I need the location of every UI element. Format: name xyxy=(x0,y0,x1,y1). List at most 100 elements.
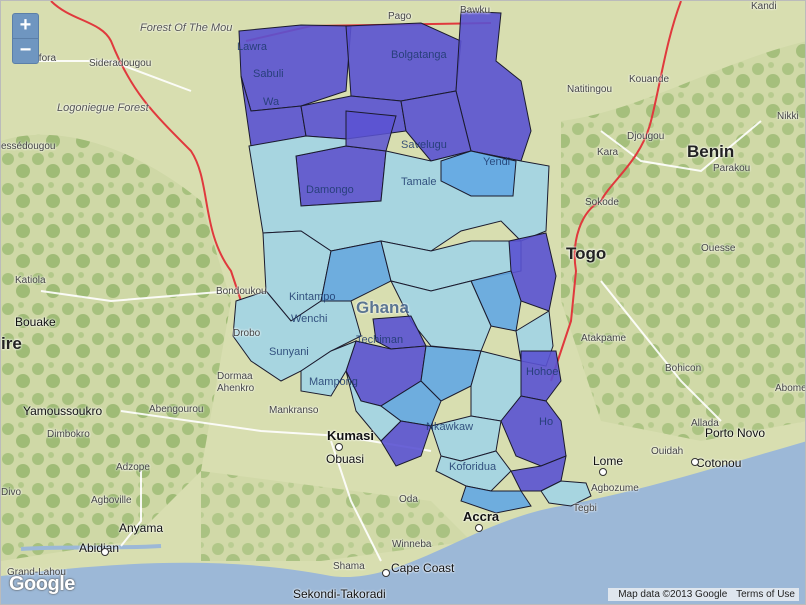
label-hohoe: Hohoe xyxy=(526,366,559,378)
district xyxy=(380,380,442,427)
label-yamoussoukro: Yamoussoukro xyxy=(23,404,103,418)
forest-south xyxy=(201,471,471,561)
label-kumasi: Kumasi xyxy=(327,428,374,443)
label-wenchi: Wenchi xyxy=(291,313,328,325)
label-pago: Pago xyxy=(388,11,412,22)
label-lawra: Lawra xyxy=(237,41,267,53)
city-marker-abidjan xyxy=(101,548,109,556)
label-tamale: Tamale xyxy=(401,176,437,188)
ocean xyxy=(1,441,805,604)
label-allada: Allada xyxy=(691,418,719,429)
label-abengourou: Abengourou xyxy=(149,404,204,415)
label-agbozume: Agbozume xyxy=(591,483,639,494)
district xyxy=(320,240,392,302)
google-logo[interactable]: Google xyxy=(9,573,75,595)
label-damongo: Damongo xyxy=(306,184,354,196)
label-mampong: Mampong xyxy=(309,376,358,388)
map-data-text: Map data ©2013 Google xyxy=(618,589,728,600)
label-ho: Ho xyxy=(539,416,554,428)
label-abomey: Abome xyxy=(775,383,806,394)
label-sokode: Sokode xyxy=(585,197,619,208)
label-lome: Lome xyxy=(593,454,624,468)
label-shama: Shama xyxy=(333,561,365,572)
label-ghana: Ghana xyxy=(356,298,409,317)
forest-west xyxy=(1,134,231,561)
label-ouidah: Ouidah xyxy=(651,446,684,457)
label-forest-of-the-mou: Forest Of The Mou xyxy=(140,22,233,34)
label-adzope: Adzope xyxy=(116,462,150,473)
ghana-districts xyxy=(232,10,592,514)
zoom-in-button[interactable]: + xyxy=(19,14,32,36)
label-divo: Divo xyxy=(1,487,22,498)
label-dimbokro: Dimbokro xyxy=(47,429,90,440)
label-drobo: Drobo xyxy=(233,328,261,339)
label-kessedougou: essédougou xyxy=(1,141,56,152)
label-katiola: Katiola xyxy=(15,275,46,286)
label-winneba: Winneba xyxy=(392,539,432,550)
label-togo: Togo xyxy=(566,244,607,263)
label-kandi: Kandi xyxy=(751,1,777,12)
label-dormaa: Dormaa Ahenkro xyxy=(217,371,255,394)
label-kouande: Kouande xyxy=(629,74,670,85)
city-marker-cotonou xyxy=(691,458,699,466)
label-accra: Accra xyxy=(463,509,500,524)
district xyxy=(440,150,517,197)
label-natitingou: Natitingou xyxy=(567,84,613,95)
label-atakpame: Atakpame xyxy=(581,333,627,344)
label-cote-divoire: ire xyxy=(1,334,22,353)
label-savelugu: Savelugu xyxy=(401,139,447,151)
label-porto-novo: Porto Novo xyxy=(705,426,766,440)
label-sunyani: Sunyani xyxy=(269,346,309,358)
label-nikki: Nikki xyxy=(777,111,799,122)
label-cape-coast: Cape Coast xyxy=(391,561,455,575)
label-yendi: Yendi xyxy=(483,156,511,168)
label-techiman: Techiman xyxy=(356,334,404,346)
forest-east xyxy=(561,41,805,441)
district xyxy=(380,420,432,467)
label-tegbi: Tegbi xyxy=(573,503,597,514)
city-marker-accra xyxy=(475,524,483,532)
label-ouesse: Ouesse xyxy=(701,243,736,254)
label-obuasi: Obuasi xyxy=(326,452,365,466)
district xyxy=(345,22,462,102)
label-agboville: Agboville xyxy=(91,495,132,506)
label-djougou: Djougou xyxy=(627,131,665,142)
label-anyama: Anyama xyxy=(119,521,164,535)
district xyxy=(540,480,592,507)
label-wa: Wa xyxy=(263,96,280,108)
district xyxy=(520,350,562,402)
city-marker-kumasi xyxy=(335,443,343,451)
label-sideradougou: Sideradougou xyxy=(89,58,152,69)
label-bouake: Bouake xyxy=(15,315,56,329)
label-kintampo: Kintampo xyxy=(289,291,336,303)
district xyxy=(420,345,482,402)
terms-of-use-link[interactable]: Terms of Use xyxy=(736,589,795,600)
lagoon xyxy=(20,544,162,551)
district xyxy=(295,145,387,207)
label-koforidua: Koforidua xyxy=(449,461,497,473)
zoom-out-button[interactable]: − xyxy=(13,38,38,63)
label-benin: Benin xyxy=(687,142,735,161)
city-marker-lome xyxy=(599,468,607,476)
label-mankranso: Mankranso xyxy=(269,405,319,416)
district xyxy=(232,290,362,382)
label-nkawkaw: Nkawkaw xyxy=(426,421,474,433)
district xyxy=(460,485,532,514)
zoom-control: + − xyxy=(12,13,39,64)
label-bondoukou: Bondoukou xyxy=(216,286,267,297)
label-abidjan: Abidjan xyxy=(79,541,120,555)
map-attribution: Map data ©2013 Google Terms of Use xyxy=(608,588,799,601)
label-cotonou: Cotonou xyxy=(696,456,742,470)
label-logoniegue-forest: Logoniegue Forest xyxy=(57,102,149,114)
district xyxy=(435,450,512,492)
label-grand-lahou: Grand-Lahou xyxy=(7,567,66,578)
label-bawku: Bawku xyxy=(460,5,491,16)
roads xyxy=(21,60,762,562)
city-marker-cape-coast xyxy=(382,569,390,577)
district xyxy=(500,395,567,467)
label-sekondi: Sekondi-Takoradi xyxy=(293,587,386,601)
label-kara: Kara xyxy=(597,147,619,158)
label-bohicon: Bohicon xyxy=(665,363,702,374)
